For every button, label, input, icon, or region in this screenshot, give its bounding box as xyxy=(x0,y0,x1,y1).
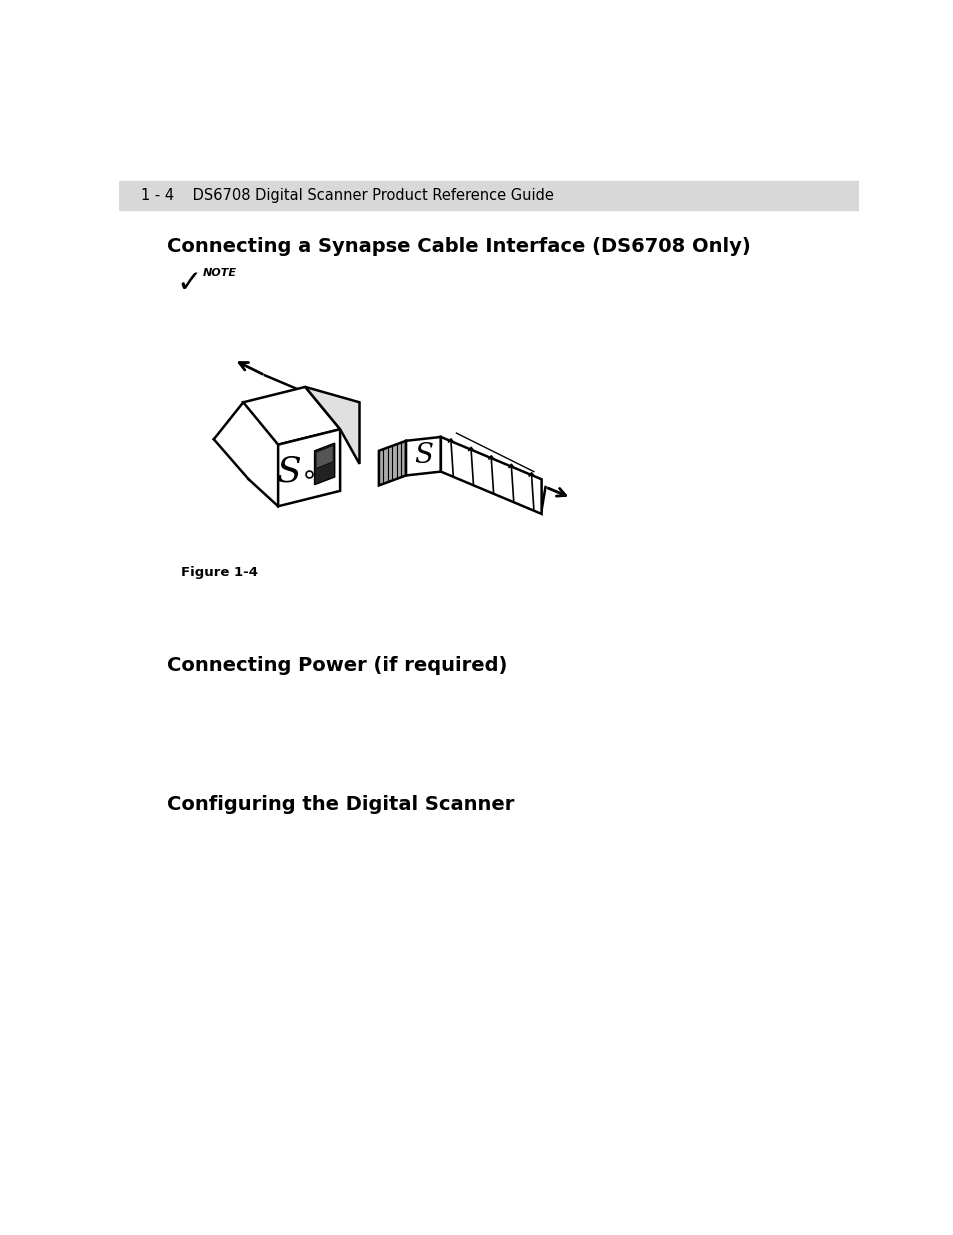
Polygon shape xyxy=(278,430,340,506)
Text: Connecting a Synapse Cable Interface (DS6708 Only): Connecting a Synapse Cable Interface (DS… xyxy=(167,237,750,256)
Polygon shape xyxy=(440,437,541,514)
Polygon shape xyxy=(315,446,333,468)
Text: Connecting Power (if required): Connecting Power (if required) xyxy=(167,656,507,676)
Bar xyxy=(119,180,858,210)
Polygon shape xyxy=(243,387,340,445)
Polygon shape xyxy=(314,443,335,484)
Text: Configuring the Digital Scanner: Configuring the Digital Scanner xyxy=(167,795,514,814)
Polygon shape xyxy=(305,387,359,464)
Polygon shape xyxy=(378,441,406,485)
Polygon shape xyxy=(406,437,440,475)
Text: Figure 1-4: Figure 1-4 xyxy=(181,566,258,578)
Text: ✓: ✓ xyxy=(176,269,202,298)
Text: S: S xyxy=(277,454,302,489)
Text: 1 - 4    DS6708 Digital Scanner Product Reference Guide: 1 - 4 DS6708 Digital Scanner Product Ref… xyxy=(141,188,554,203)
Text: NOTE: NOTE xyxy=(203,268,236,278)
Text: S: S xyxy=(414,442,433,469)
